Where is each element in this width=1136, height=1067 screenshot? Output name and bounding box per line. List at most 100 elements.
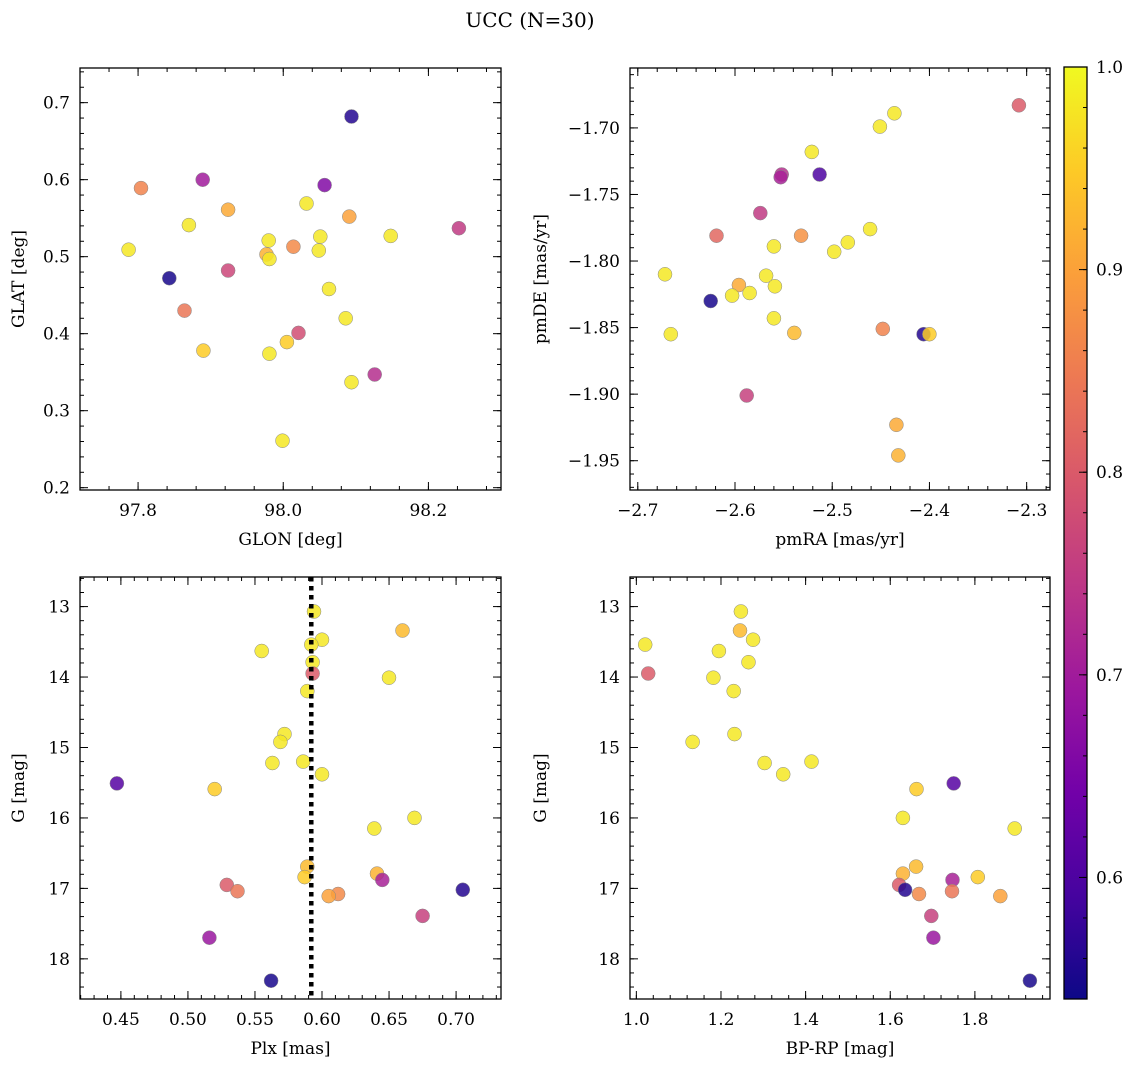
scatter-point <box>295 754 311 769</box>
scatter-point <box>220 202 236 217</box>
y-tick-label: −1.80 <box>568 252 620 272</box>
axis-ticks: 97.8 98.0 98.2 0.2 0.3 0.4 0.5 0.6 0.7 <box>43 68 501 521</box>
y-axis-label: G [mag] <box>531 753 551 822</box>
y-tick-label: 14 <box>598 668 620 688</box>
scatter-point <box>793 228 809 243</box>
scatter-point <box>840 235 856 250</box>
subplot-glon-glat: 97.8 98.0 98.2 0.2 0.3 0.4 0.5 0.6 0.7 GLON [deg]… <box>9 67 502 550</box>
colorbar: 0.6 0.7 0.8 0.9 1.0 <box>1063 58 1123 1000</box>
scatter-point <box>731 277 747 293</box>
scatter-point <box>109 776 125 791</box>
y-axis-label: G [mag] <box>9 753 29 822</box>
x-tick-label: 98.0 <box>264 501 302 521</box>
subplot-plx-g: 0.45 0.50 0.55 0.60 0.65 0.70 13 14 15 16 17 18 Plx … <box>9 576 502 1059</box>
y-tick-label: −1.95 <box>568 452 620 472</box>
x-tick-label: 1.8 <box>961 1010 988 1030</box>
x-tick-label: 97.8 <box>119 501 157 521</box>
scatter-point <box>753 205 768 221</box>
y-tick-label: 17 <box>48 879 70 899</box>
x-tick-label: 1.4 <box>792 1010 819 1030</box>
colorbar-tick-label: 0.7 <box>1096 666 1123 686</box>
x-tick-label: 0.70 <box>437 1010 475 1030</box>
scatter-point <box>262 346 277 361</box>
scatter-point <box>993 888 1008 904</box>
scatter-point <box>804 754 819 769</box>
scatter-point <box>926 930 941 945</box>
colorbar-tick-label: 0.8 <box>1096 463 1123 483</box>
scatter-point <box>321 281 337 297</box>
scatter-point <box>451 220 467 236</box>
scatter-point <box>311 243 327 258</box>
axis-ticks: 1.0 1.2 1.4 1.6 1.8 13 14 15 16 17 18 <box>598 577 1050 1030</box>
scatter-point <box>262 251 277 267</box>
scatter-point <box>924 908 939 924</box>
scatter-point <box>275 433 290 448</box>
y-tick-label: 15 <box>48 738 70 758</box>
y-tick-label: 0.6 <box>43 171 70 191</box>
y-tick-label: −1.75 <box>568 185 620 205</box>
subplot-pmra-pmde: −2.7 −2.6 −2.5 −2.4 −2.3 −1.95 −1.90 −1.85 −1.80… <box>531 67 1051 550</box>
scatter-point <box>367 821 382 836</box>
scatter-point <box>273 734 288 750</box>
x-tick-label: 1.2 <box>707 1010 734 1030</box>
scatter-point <box>395 623 410 638</box>
scatter-point <box>775 767 791 782</box>
subplot-bprp-g: 1.0 1.2 1.4 1.6 1.8 13 14 15 16 17 18 BP-RP [mag] G … <box>531 576 1051 1059</box>
x-tick-label: 0.65 <box>370 1010 408 1030</box>
scatter-point <box>313 229 328 244</box>
scatter-point <box>887 106 902 121</box>
scatter-point <box>381 670 397 685</box>
scatter-point <box>415 908 430 924</box>
scatter-point <box>812 167 827 182</box>
x-tick-label: −2.7 <box>617 501 658 521</box>
scatter-point <box>758 268 774 283</box>
scatter-point <box>826 244 842 259</box>
scatter-point <box>773 169 788 185</box>
scatter-point <box>344 109 359 124</box>
scatter-point <box>407 810 422 826</box>
scatter-point <box>1011 98 1027 113</box>
colorbar-tick-label: 1.0 <box>1096 58 1123 78</box>
scatter-point <box>742 285 757 301</box>
y-tick-label: 14 <box>48 668 70 688</box>
scatter-point <box>767 279 783 294</box>
scatter-point <box>291 325 306 341</box>
figure-title: UCC (N=30) <box>465 8 594 32</box>
scatter-point <box>862 221 878 237</box>
scatter-point <box>944 883 960 899</box>
scatter-point <box>685 734 700 750</box>
x-tick-label: 0.55 <box>236 1010 274 1030</box>
scatter-point <box>207 781 222 797</box>
x-tick-label: 0.45 <box>102 1010 140 1030</box>
scatter-point <box>640 666 656 681</box>
scatter-point <box>733 604 749 619</box>
scatter-point <box>706 670 721 685</box>
scatter-point <box>261 233 276 248</box>
y-tick-label: 13 <box>598 598 620 618</box>
y-tick-label: −1.85 <box>568 319 620 339</box>
scatter-point <box>739 388 754 403</box>
scatter-point <box>911 886 927 902</box>
scatter-point <box>133 180 149 196</box>
scatter-point <box>637 637 653 652</box>
scatter-point <box>367 367 382 382</box>
axis-ticks: 0.45 0.50 0.55 0.60 0.65 0.70 13 14 15 16 17 18 <box>48 577 501 1030</box>
scatter-point <box>321 888 336 904</box>
scatter-point <box>891 448 906 463</box>
scatter-point <box>711 643 727 659</box>
plot-frame <box>79 576 502 1000</box>
y-tick-label: 18 <box>598 950 620 970</box>
x-tick-label: −2.6 <box>714 501 755 521</box>
scatter-points <box>109 604 471 988</box>
x-tick-label: −2.4 <box>909 501 950 521</box>
scatter-point <box>1007 821 1022 836</box>
x-axis-label: Plx [mas] <box>250 1039 330 1059</box>
y-tick-label: 0.3 <box>43 402 70 422</box>
scatter-point <box>121 242 136 257</box>
scatter-point <box>703 293 718 309</box>
y-tick-label: 13 <box>48 598 70 618</box>
scatter-point <box>908 859 924 874</box>
subplot-grid: 97.8 98.0 98.2 0.2 0.3 0.4 0.5 0.6 0.7 GLON [deg]… <box>9 67 1051 1059</box>
y-tick-label: −1.70 <box>568 119 620 139</box>
plot-frame <box>629 576 1051 1000</box>
